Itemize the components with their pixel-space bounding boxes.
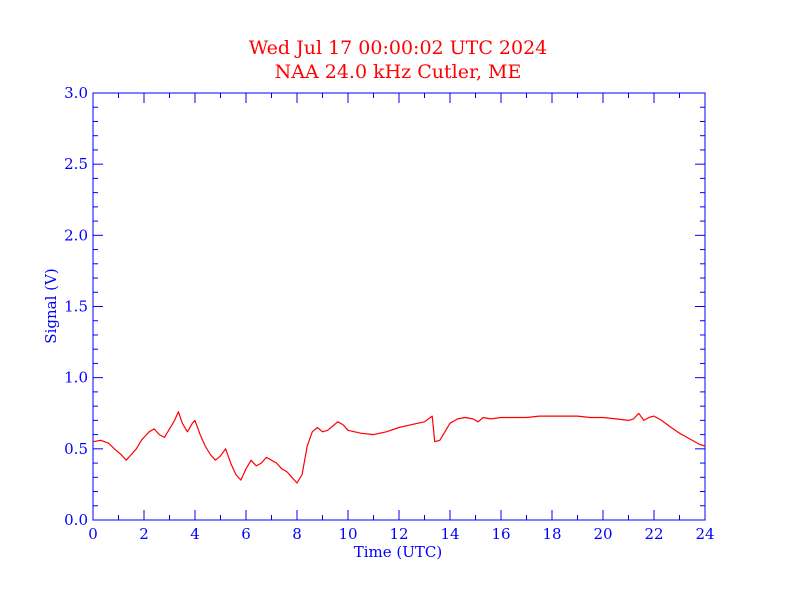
x-tick-label: 8 (292, 525, 302, 543)
axes: 0 2 4 6 8 10 12 14 16 18 20 22 240.00.51.01.52.02.53… (64, 84, 714, 543)
x-tick-label: 12 (389, 525, 408, 543)
x-tick-label: 16 (491, 525, 510, 543)
y-tick-label: 0.0 (64, 511, 88, 529)
x-tick-label: 10 (338, 525, 357, 543)
x-axis-label: Time (UTC) (354, 543, 443, 561)
y-tick-label: 0.5 (64, 440, 88, 458)
chart-subtitle: NAA 24.0 kHz Cutler, ME (275, 61, 522, 83)
series-layer (92, 411, 706, 484)
y-tick-label: 2.0 (64, 226, 88, 244)
x-tick-label: 6 (241, 525, 251, 543)
chart-title: Wed Jul 17 00:00:02 UTC 2024 (249, 37, 548, 59)
y-tick-label: 1.0 (64, 369, 88, 387)
x-tick-label: 24 (695, 525, 714, 543)
series-line-0 (92, 411, 706, 484)
y-tick-label: 2.5 (64, 155, 88, 173)
y-tick-label: 3.0 (64, 84, 88, 102)
y-tick-label: 1.5 (64, 298, 88, 316)
x-tick-label: 20 (593, 525, 612, 543)
y-axis-label: Signal (V) (42, 268, 60, 343)
x-tick-label: 14 (440, 525, 459, 543)
x-tick-label: 0 (88, 525, 98, 543)
x-tick-label: 2 (139, 525, 149, 543)
x-tick-label: 18 (542, 525, 561, 543)
x-tick-label: 22 (644, 525, 663, 543)
x-tick-label: 4 (190, 525, 200, 543)
